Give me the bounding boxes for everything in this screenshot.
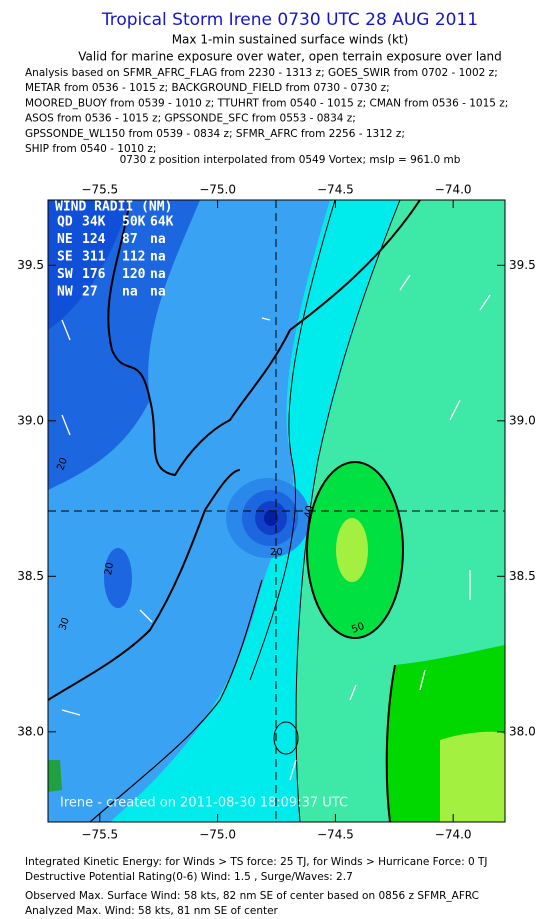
footer-line: Analyzed Max. Wind: 58 kts, 81 nm SE of … [25,905,279,915]
contour-label: 20 [55,456,70,472]
x-tick-label: −74.5 [317,828,354,842]
wind-radii-cell: na [150,232,166,247]
contour-label: 30 [57,616,72,632]
x-tick-label: −74.0 [435,183,472,197]
y-tick-label: 39.0 [17,413,44,427]
wind-radii-cell: 34K [82,215,106,230]
validity: Valid for marine exposure over water, op… [78,50,502,64]
title: Tropical Storm Irene 0730 UTC 28 AUG 201… [101,10,478,30]
contour-label: 50 [350,621,366,636]
wind-radii-cell: SW [57,267,73,282]
wind-radii-cell: na [150,250,166,265]
wind-radii-title: WIND RADII (NM) [55,200,172,215]
x-tick-label: −74.5 [317,183,354,197]
wind-radii-cell: 120 [122,267,146,282]
analysis-line: SHIP from 0540 - 1010 z; [25,143,156,155]
y-tick-label: 39.5 [509,258,536,272]
wind-radii-cell: SE [57,250,73,265]
analysis-line: MOORED_BUOY from 0539 - 1010 z; TTUHRT f… [25,97,508,109]
x-tick-label: −75.5 [81,828,118,842]
footer-line: Destructive Potential Rating(0-6) Wind: … [25,871,353,883]
wind-radii-cell: 112 [122,250,145,265]
footer-line: Integrated Kinetic Energy: for Winds > T… [25,856,487,868]
x-tick-label: −74.0 [435,828,472,842]
wind-radii-cell: 124 [82,232,106,247]
analysis-line: GPSSONDE_WL150 from 0539 - 0834 z; SFMR_… [25,128,405,140]
contour-label: 20 [270,547,283,558]
wind-radii-cell: QD [57,215,73,230]
wind-radii-cell: na [150,285,166,300]
wind-field [48,200,505,822]
analysis-line: METAR from 0536 - 1015 z; BACKGROUND_FIE… [25,82,390,94]
contour-label: 20 [103,562,116,576]
y-tick-label: 39.5 [17,258,44,272]
y-tick-label: 38.0 [509,724,536,738]
wind-radii-cell: 50K [122,215,146,230]
wind-radii-cell: 27 [82,285,98,300]
wind-radii-cell: NE [57,232,73,247]
analysis-line: Analysis based on SFMR_AFRC_FLAG from 22… [25,67,498,79]
map-frame [47,199,506,823]
y-tick-label: 38.5 [509,569,536,583]
analysis-line: ASOS from 0536 - 1015 z; GPSSONDE_SFC fr… [25,113,356,125]
y-tick-label: 39.0 [509,413,536,427]
wind-radii-cell: 87 [122,232,138,247]
wind-radii-cell: na [150,267,166,282]
credit: Irene - created on 2011-08-30 18:09:37 U… [60,796,348,811]
x-tick-label: −75.0 [199,828,236,842]
subtitle: Max 1-min sustained surface winds (kt) [172,33,409,47]
y-tick-label: 38.5 [17,569,44,583]
wind-radii-cell: na [122,285,138,300]
wind-radii-cell: 176 [82,267,106,282]
y-tick-label: 38.0 [17,724,44,738]
position-note: 0730 z position interpolated from 0549 V… [120,154,461,166]
footer-line: Observed Max. Surface Wind: 58 kts, 82 n… [25,890,479,902]
wind-radii-cell: 311 [82,250,106,265]
wind-radii-cell: 64K [150,215,174,230]
contour-label: 40 [303,505,316,519]
x-tick-label: −75.5 [81,183,118,197]
wind-radii-cell: NW [57,285,73,300]
x-tick-label: −75.0 [199,183,236,197]
